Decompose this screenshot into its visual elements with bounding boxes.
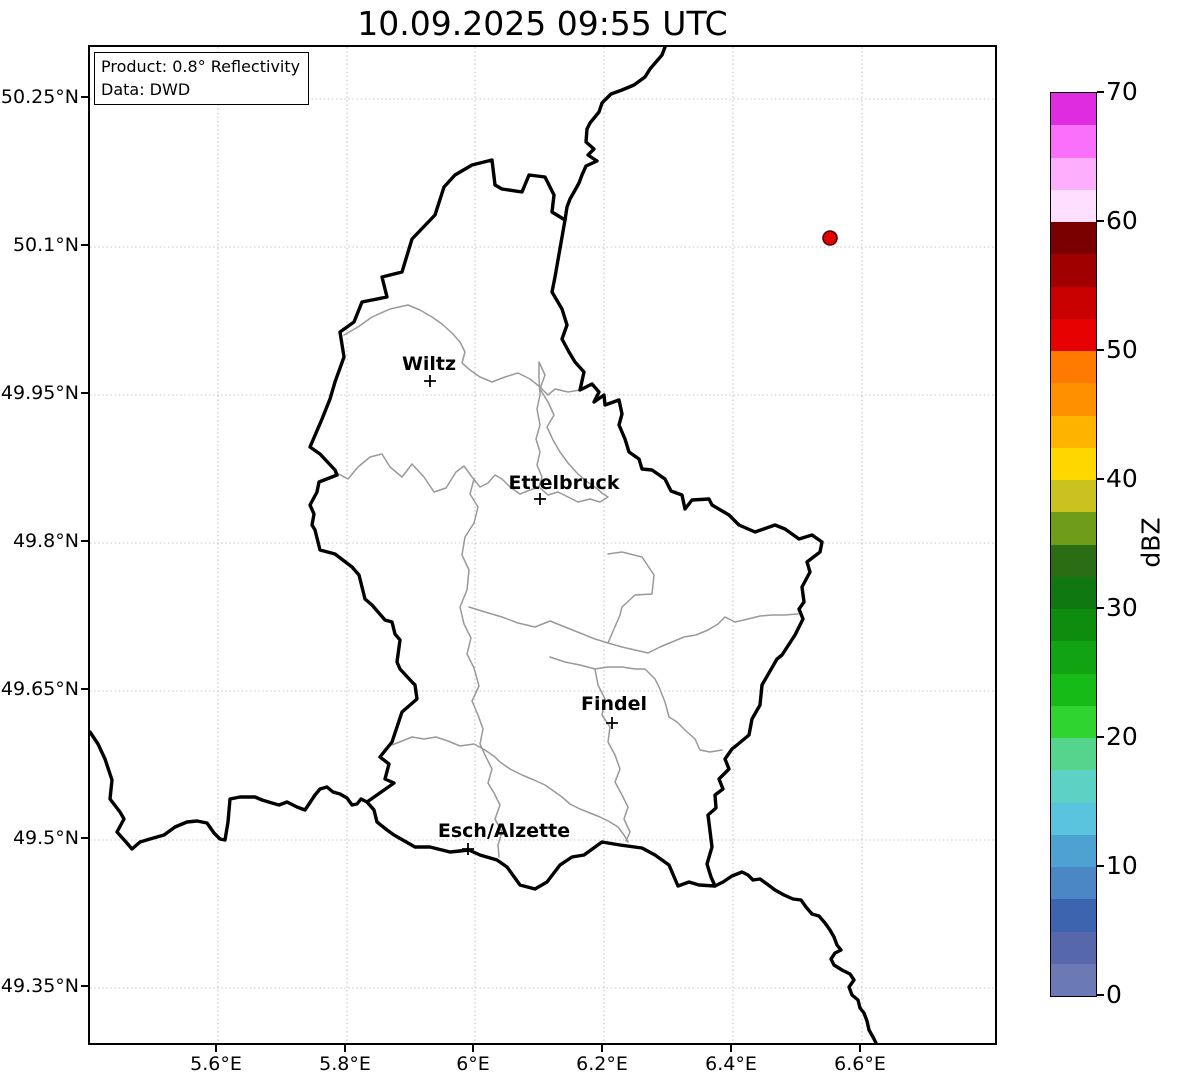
colorbar-tick-mark — [1097, 478, 1104, 480]
colorbar-tick-label: 10 — [1106, 851, 1138, 880]
border-france-belgium — [90, 730, 369, 851]
lat-tick-label: 49.65°N — [0, 678, 79, 700]
colorbar-tick-label: 20 — [1106, 722, 1138, 751]
colorbar — [1050, 92, 1097, 997]
colorbar-segment — [1051, 189, 1096, 222]
colorbar-tick-mark — [1097, 994, 1104, 996]
lon-tick-label: 6.4°E — [705, 1053, 757, 1075]
colorbar-segment — [1051, 93, 1096, 126]
colorbar-segment — [1051, 415, 1096, 448]
colorbar-segment — [1051, 802, 1096, 835]
data-source-line: Data: DWD — [101, 80, 191, 99]
colorbar-tick-mark — [1097, 607, 1104, 609]
neighbour-country-borders — [90, 47, 878, 1043]
map-plot-area: Product: 0.8° Reflectivity Data: DWD Wil… — [88, 45, 997, 1045]
city-marker-wiltz — [424, 375, 436, 387]
colorbar-segment — [1051, 641, 1096, 674]
city-label-findel: Findel — [580, 693, 648, 715]
lon-tick-mark — [344, 1045, 346, 1052]
lat-tick-mark — [81, 96, 88, 98]
colorbar-segment — [1051, 254, 1096, 287]
lat-tick-label: 50.1°N — [12, 234, 79, 256]
lat-tick-mark — [81, 244, 88, 246]
colorbar-tick-label: 60 — [1106, 206, 1138, 235]
lon-tick-label: 5.6°E — [190, 1053, 242, 1075]
colorbar-segment — [1051, 770, 1096, 803]
city-marker-esch — [462, 843, 474, 855]
city-label-esch: Esch/Alzette — [437, 820, 571, 842]
colorbar-segments — [1051, 93, 1096, 996]
product-info-box: Product: 0.8° Reflectivity Data: DWD — [94, 52, 310, 105]
colorbar-tick-label: 50 — [1106, 335, 1138, 364]
lat-tick-mark — [81, 688, 88, 690]
colorbar-segment — [1051, 867, 1096, 900]
lat-tick-label: 49.35°N — [0, 975, 79, 997]
colorbar-segment — [1051, 705, 1096, 738]
city-markers — [424, 375, 618, 855]
lon-tick-label: 5.8°E — [319, 1053, 371, 1075]
graticule-gridlines — [90, 47, 995, 1043]
colorbar-segment — [1051, 576, 1096, 609]
lat-tick-label: 49.5°N — [12, 827, 79, 849]
map-canvas — [90, 47, 995, 1043]
lat-tick-mark — [81, 985, 88, 987]
lon-tick-mark — [215, 1045, 217, 1052]
lon-tick-mark — [730, 1045, 732, 1052]
colorbar-tick-label: 40 — [1106, 464, 1138, 493]
colorbar-segment — [1051, 447, 1096, 480]
lat-tick-mark — [81, 392, 88, 394]
lat-tick-mark — [81, 540, 88, 542]
figure-title: 10.09.2025 09:55 UTC — [357, 4, 728, 43]
lon-tick-mark — [472, 1045, 474, 1052]
colorbar-tick-label: 0 — [1106, 980, 1122, 1009]
colorbar-tick-mark — [1097, 220, 1104, 222]
lon-tick-label: 6°E — [456, 1053, 490, 1075]
colorbar-tick-mark — [1097, 349, 1104, 351]
product-line: Product: 0.8° Reflectivity — [101, 57, 301, 76]
colorbar-tick-label: 30 — [1106, 593, 1138, 622]
colorbar-segment — [1051, 963, 1096, 996]
colorbar-segment — [1051, 834, 1096, 867]
city-marker-findel — [606, 717, 618, 729]
colorbar-segment — [1051, 222, 1096, 255]
luxembourg-border — [308, 158, 824, 891]
colorbar-tick-mark — [1097, 91, 1104, 93]
lon-tick-mark — [601, 1045, 603, 1052]
radar-dot — [822, 230, 838, 246]
colorbar-segment — [1051, 125, 1096, 158]
colorbar-segment — [1051, 351, 1096, 384]
lon-tick-label: 6.6°E — [834, 1053, 886, 1075]
colorbar-segment — [1051, 512, 1096, 545]
lon-tick-mark — [859, 1045, 861, 1052]
city-label-ettelbruck: Ettelbruck — [508, 472, 620, 494]
colorbar-segment — [1051, 609, 1096, 642]
colorbar-segment — [1051, 318, 1096, 351]
colorbar-segment — [1051, 673, 1096, 706]
lat-tick-mark — [81, 837, 88, 839]
colorbar-segment — [1051, 157, 1096, 190]
border-belgium-germany — [563, 47, 667, 222]
colorbar-unit-label: dBZ — [1136, 517, 1166, 568]
lat-tick-label: 49.8°N — [12, 530, 79, 552]
city-marker-ettelbruck — [534, 493, 546, 505]
colorbar-segment — [1051, 899, 1096, 932]
colorbar-tick-mark — [1097, 736, 1104, 738]
city-label-wiltz: Wiltz — [401, 353, 457, 375]
canton-borders — [334, 304, 799, 858]
lon-tick-label: 6.2°E — [576, 1053, 628, 1075]
colorbar-segment — [1051, 544, 1096, 577]
colorbar-segment — [1051, 383, 1096, 416]
colorbar-tick-mark — [1097, 865, 1104, 867]
colorbar-segment — [1051, 738, 1096, 771]
lat-tick-label: 49.95°N — [0, 382, 79, 404]
colorbar-segment — [1051, 931, 1096, 964]
border-germany-france — [713, 870, 878, 1043]
colorbar-segment — [1051, 480, 1096, 513]
colorbar-tick-label: 70 — [1106, 77, 1138, 106]
colorbar-segment — [1051, 286, 1096, 319]
lat-tick-label: 50.25°N — [0, 86, 79, 108]
